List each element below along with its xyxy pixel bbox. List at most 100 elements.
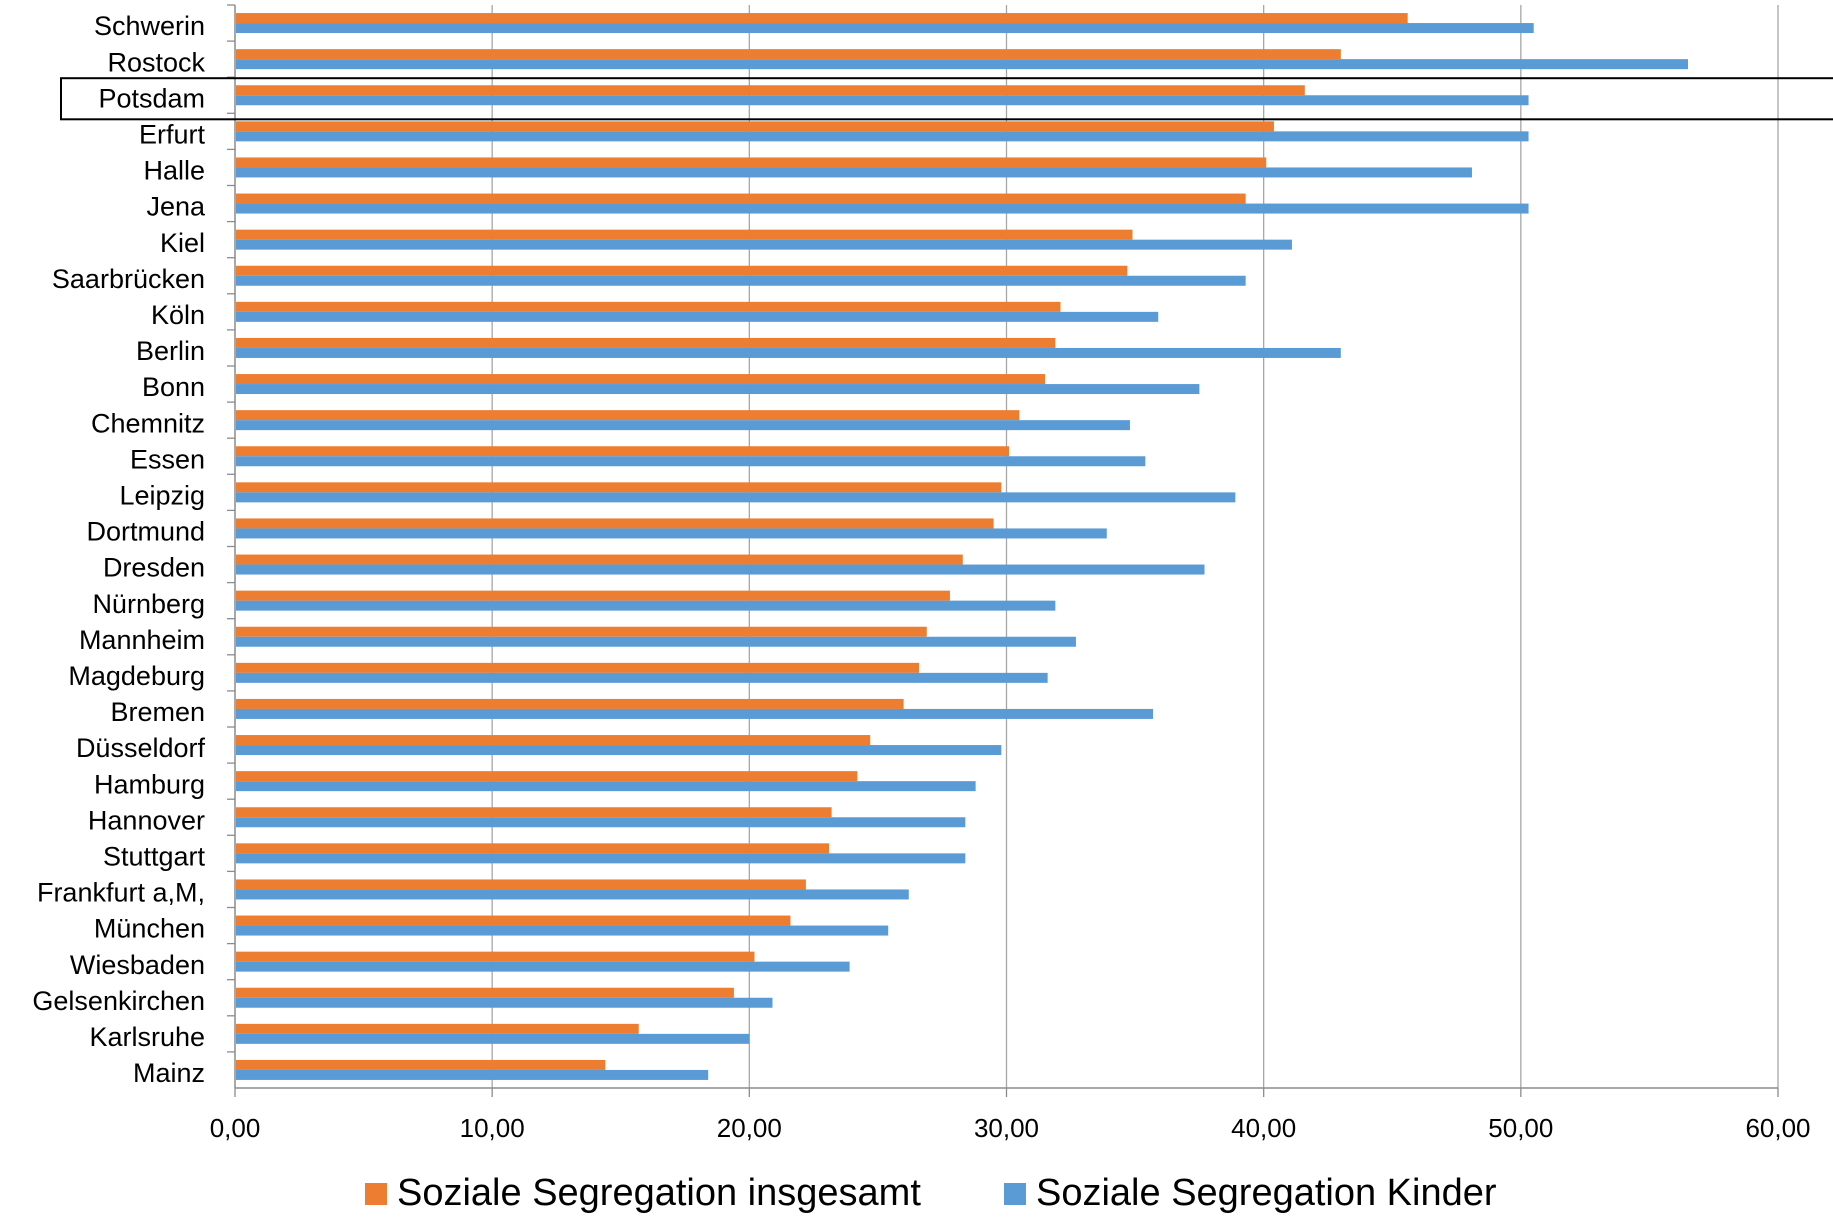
category-label-potsdam: Potsdam — [98, 83, 205, 113]
category-label-düsseldorf: Düsseldorf — [76, 733, 206, 763]
bar-essen-kinder — [236, 456, 1146, 467]
bar-mannheim-insgesamt — [236, 626, 927, 637]
bar-saarbrücken-kinder — [236, 275, 1246, 286]
category-label-wiesbaden: Wiesbaden — [70, 950, 205, 980]
bar-wiesbaden-insgesamt — [236, 951, 755, 962]
category-label-münchen: München — [94, 914, 205, 944]
category-label-rostock: Rostock — [107, 47, 205, 77]
category-label-kiel: Kiel — [160, 228, 205, 258]
bar-chemnitz-insgesamt — [236, 410, 1020, 421]
bar-essen-insgesamt — [236, 446, 1010, 457]
bar-schwerin-insgesamt — [236, 13, 1408, 24]
bar-karlsruhe-kinder — [236, 1033, 750, 1044]
bar-jena-kinder — [236, 203, 1529, 214]
category-label-hamburg: Hamburg — [94, 769, 205, 799]
category-label-halle: Halle — [143, 156, 205, 186]
bar-gelsenkirchen-kinder — [236, 997, 773, 1008]
x-tick-label-4: 40,00 — [1231, 1113, 1296, 1143]
category-label-dresden: Dresden — [103, 553, 205, 583]
category-label-bonn: Bonn — [142, 372, 205, 402]
bar-hannover-insgesamt — [236, 807, 832, 818]
bar-potsdam-insgesamt — [236, 85, 1305, 96]
category-label-schwerin: Schwerin — [94, 11, 205, 41]
grid-layer — [491, 5, 1779, 1088]
legend: Soziale Segregation insgesamt Soziale Se… — [365, 1172, 1497, 1214]
category-label-dortmund: Dortmund — [86, 517, 205, 547]
legend-swatch-kinder — [1004, 1183, 1026, 1205]
bar-chemnitz-kinder — [236, 420, 1130, 431]
bar-nürnberg-insgesamt — [236, 590, 950, 601]
category-label-layer: Schwerin Rostock Potsdam Erfurt Halle Jena Kie… — [32, 11, 206, 1088]
bar-layer — [236, 13, 1688, 1080]
category-label-karlsruhe: Karlsruhe — [89, 1022, 205, 1052]
bar-köln-insgesamt — [236, 301, 1061, 312]
bar-rostock-kinder — [236, 59, 1688, 70]
category-label-köln: Köln — [151, 300, 205, 330]
x-tick-label-0: 0,00 — [210, 1113, 261, 1143]
category-label-leipzig: Leipzig — [119, 480, 205, 510]
bar-münchen-kinder — [236, 925, 889, 936]
bar-potsdam-kinder — [236, 95, 1529, 106]
bar-düsseldorf-kinder — [236, 745, 1002, 756]
bar-dresden-kinder — [236, 564, 1205, 575]
bar-magdeburg-kinder — [236, 672, 1048, 683]
category-label-erfurt: Erfurt — [139, 119, 206, 149]
category-label-magdeburg: Magdeburg — [68, 661, 205, 691]
bar-saarbrücken-insgesamt — [236, 265, 1128, 276]
x-tick-label-5: 50,00 — [1488, 1113, 1553, 1143]
bar-halle-kinder — [236, 167, 1472, 178]
bar-leipzig-kinder — [236, 492, 1236, 503]
bar-erfurt-kinder — [236, 131, 1529, 142]
bar-schwerin-kinder — [236, 23, 1534, 34]
x-tick-label-2: 20,00 — [717, 1113, 782, 1143]
bar-leipzig-insgesamt — [236, 482, 1002, 493]
category-label-hannover: Hannover — [88, 805, 205, 835]
category-label-bremen: Bremen — [110, 697, 205, 727]
bar-halle-insgesamt — [236, 157, 1267, 168]
legend-swatch-insgesamt — [365, 1183, 387, 1205]
bar-münchen-insgesamt — [236, 915, 791, 926]
bar-stuttgart-insgesamt — [236, 843, 830, 854]
bar-mainz-insgesamt — [236, 1059, 606, 1070]
bar-wiesbaden-kinder — [236, 961, 850, 972]
bar-bonn-kinder — [236, 384, 1200, 395]
category-label-mainz: Mainz — [133, 1058, 205, 1088]
category-label-frankfurt-a-m: Frankfurt a,M, — [37, 878, 205, 908]
bar-hannover-kinder — [236, 817, 966, 828]
category-label-berlin: Berlin — [136, 336, 205, 366]
bar-bonn-insgesamt — [236, 374, 1046, 385]
category-label-jena: Jena — [146, 192, 206, 222]
bar-mainz-kinder — [236, 1069, 709, 1080]
highlight-box — [60, 77, 1833, 121]
bar-kiel-kinder — [236, 239, 1292, 250]
bar-magdeburg-insgesamt — [236, 662, 920, 673]
bar-kiel-insgesamt — [236, 229, 1133, 240]
x-tick-label-3: 30,00 — [974, 1113, 1039, 1143]
tick-label-layer: 0,00 10,00 20,00 30,00 40,00 50,00 60,00 — [210, 1113, 1811, 1143]
category-label-essen: Essen — [130, 444, 205, 474]
axis-layer — [227, 4, 1779, 1097]
bar-mannheim-kinder — [236, 636, 1076, 647]
category-label-gelsenkirchen: Gelsenkirchen — [32, 986, 205, 1016]
bar-berlin-insgesamt — [236, 337, 1056, 348]
category-label-chemnitz: Chemnitz — [91, 408, 205, 438]
bar-nürnberg-kinder — [236, 600, 1056, 611]
bar-jena-insgesamt — [236, 193, 1246, 204]
bar-bremen-insgesamt — [236, 698, 904, 709]
bar-düsseldorf-insgesamt — [236, 735, 871, 746]
legend-label-insgesamt: Soziale Segregation insgesamt — [397, 1172, 921, 1214]
bar-bremen-kinder — [236, 708, 1154, 719]
bar-erfurt-insgesamt — [236, 121, 1274, 132]
bar-frankfurt-a-m-insgesamt — [236, 879, 806, 890]
category-label-saarbrücken: Saarbrücken — [52, 264, 205, 294]
bar-dortmund-kinder — [236, 528, 1107, 539]
bar-rostock-insgesamt — [236, 49, 1341, 60]
bar-hamburg-kinder — [236, 781, 976, 792]
bar-frankfurt-a-m-kinder — [236, 889, 909, 900]
category-label-stuttgart: Stuttgart — [103, 841, 206, 871]
x-tick-label-1: 10,00 — [460, 1113, 525, 1143]
bar-berlin-kinder — [236, 347, 1341, 358]
bar-dresden-insgesamt — [236, 554, 963, 565]
